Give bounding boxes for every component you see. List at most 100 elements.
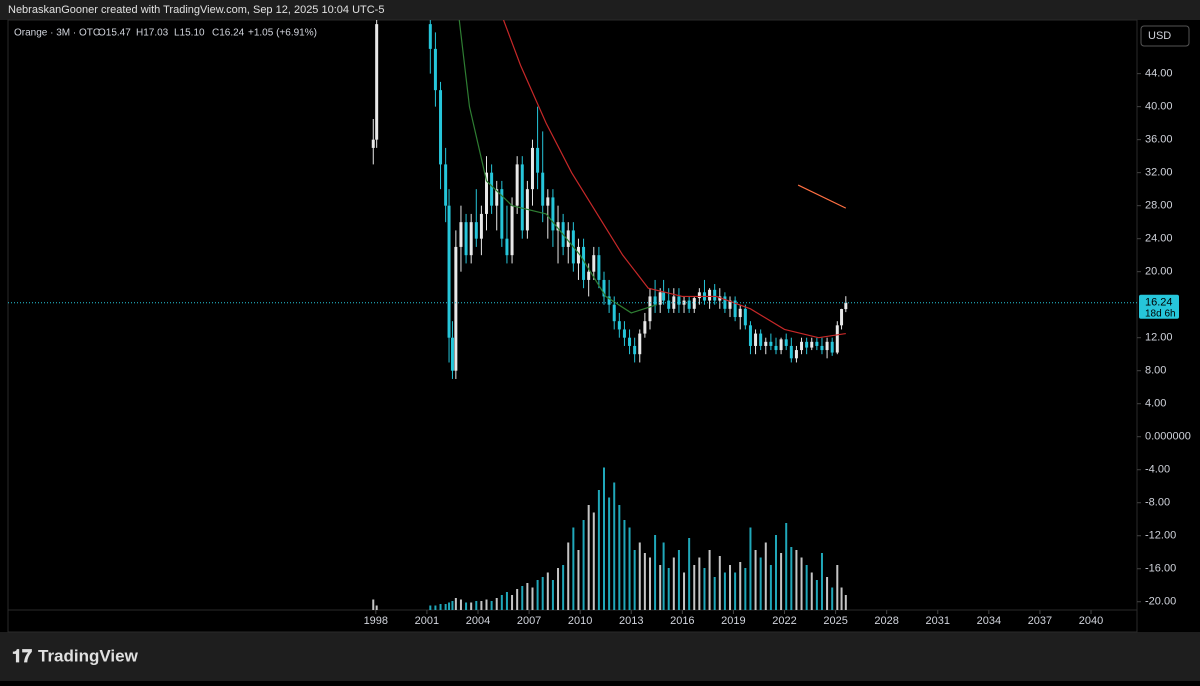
candle-body xyxy=(444,164,448,206)
volume-bar xyxy=(805,565,808,610)
candle-body xyxy=(653,296,657,305)
candle-body xyxy=(748,325,752,346)
candle-body xyxy=(769,341,773,346)
last-price-label: 16.24 xyxy=(1145,297,1173,309)
x-tick-label: 2022 xyxy=(772,615,796,627)
candle-body xyxy=(469,222,473,256)
candle-body xyxy=(672,296,676,309)
currency-button[interactable] xyxy=(1140,25,1190,47)
x-tick-label: 2019 xyxy=(721,615,745,627)
y-tick-label: -12.00 xyxy=(1145,530,1176,542)
volume-bar xyxy=(490,601,493,610)
volume-bar xyxy=(521,586,524,610)
candle-body xyxy=(433,48,437,91)
volume-bar xyxy=(708,550,711,610)
volume-bar xyxy=(800,557,803,610)
x-tick-label: 2007 xyxy=(517,615,541,627)
candle-body xyxy=(667,300,671,309)
volume-bar xyxy=(836,565,839,610)
volume-bar xyxy=(754,550,757,610)
ohlc-close: C16.24 xyxy=(212,28,245,39)
candle-body xyxy=(713,289,717,301)
volume-bar xyxy=(516,589,519,610)
countdown: 18d 6h xyxy=(1145,308,1176,319)
volume-bar xyxy=(667,568,670,610)
volume-bar xyxy=(810,572,813,610)
x-tick-label: 2013 xyxy=(619,615,643,627)
volume-bar xyxy=(643,553,646,610)
y-tick-label: 40.00 xyxy=(1145,101,1173,113)
volume-bar xyxy=(531,587,534,610)
candle-body xyxy=(759,333,763,346)
volume-bar xyxy=(551,580,554,610)
volume-bar xyxy=(826,577,829,610)
volume-bar xyxy=(480,601,483,610)
volume-bar xyxy=(577,550,580,610)
volume-bar xyxy=(470,602,473,610)
candle-body xyxy=(805,341,809,348)
candle-body xyxy=(536,147,540,173)
candle-body xyxy=(582,246,586,280)
volume-bar xyxy=(662,542,665,610)
candle-body xyxy=(459,222,463,247)
candle-body xyxy=(495,189,499,206)
candle-body xyxy=(510,205,514,256)
candle-body xyxy=(800,341,804,351)
volume-bar xyxy=(638,542,641,610)
ohlc-low: L15.10 xyxy=(174,28,205,39)
volume-bar xyxy=(495,598,498,610)
candle-body xyxy=(830,341,834,353)
volume-bar xyxy=(654,535,657,610)
volume-bar xyxy=(459,599,462,610)
candle-body xyxy=(840,309,844,326)
currency[interactable]: USD xyxy=(1148,30,1171,42)
candle-body xyxy=(633,345,637,355)
candle-body xyxy=(520,164,524,231)
candle-body xyxy=(515,164,519,206)
volume-bar xyxy=(582,520,585,610)
candle-body xyxy=(597,255,601,280)
candle-body xyxy=(743,308,747,326)
y-tick-label: -4.00 xyxy=(1145,464,1170,476)
volume-bar xyxy=(769,565,772,610)
candle-body xyxy=(718,296,722,301)
x-tick-label: 2004 xyxy=(466,615,490,627)
credit: NebraskanGooner created with TradingView… xyxy=(8,4,384,16)
volume-bar xyxy=(572,527,575,610)
x-tick-label: 2040 xyxy=(1079,615,1103,627)
volume-bar xyxy=(774,535,777,610)
candle-body xyxy=(733,300,737,318)
candle-body xyxy=(687,300,691,309)
volume-bar xyxy=(546,572,549,610)
candle-body xyxy=(844,302,848,310)
volume-bar xyxy=(688,538,691,610)
candle-body xyxy=(692,298,696,309)
candle-body xyxy=(738,308,742,318)
volume-bar xyxy=(526,583,529,610)
candle-body xyxy=(764,341,768,346)
volume-bar xyxy=(764,542,767,610)
volume-bar xyxy=(613,482,616,610)
candle-body xyxy=(505,238,509,256)
candle-body xyxy=(450,337,454,371)
volume-bar xyxy=(739,562,742,610)
candle-body xyxy=(474,222,478,239)
volume-bar xyxy=(795,550,798,610)
candle-body xyxy=(602,279,606,297)
x-tick-label: 2016 xyxy=(670,615,694,627)
candle-body xyxy=(556,222,560,231)
candle-body xyxy=(375,24,379,140)
candle-body xyxy=(754,333,758,346)
candle-body xyxy=(794,350,798,359)
candle-body xyxy=(500,189,504,239)
y-tick-label: 36.00 xyxy=(1145,134,1173,146)
candle-body xyxy=(662,292,666,301)
volume-bar xyxy=(618,505,621,610)
volume-bar xyxy=(780,553,783,610)
volume-bar xyxy=(628,527,631,610)
volume-bar xyxy=(729,565,732,610)
volume-bar xyxy=(672,557,675,610)
brand: TradingView xyxy=(38,646,139,665)
y-tick-label: 44.00 xyxy=(1145,68,1173,80)
